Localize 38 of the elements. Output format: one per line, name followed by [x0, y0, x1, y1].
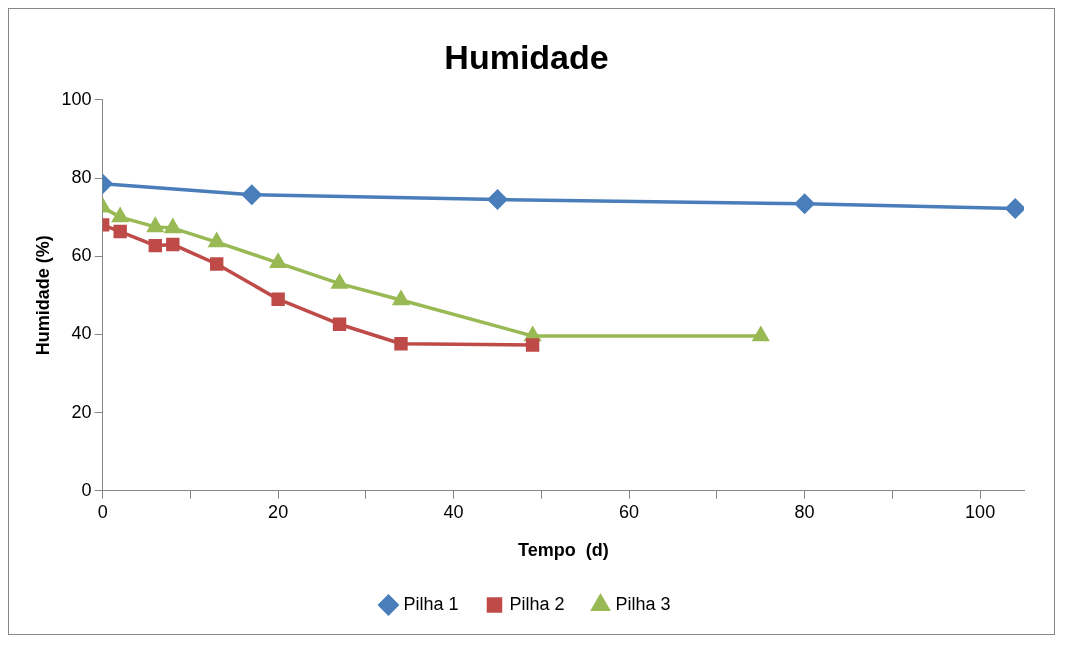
legend-label: Pilha 2: [509, 593, 565, 614]
point: [112, 208, 128, 223]
point: [487, 189, 508, 210]
legend-label: Pilha 3: [615, 593, 671, 614]
point: [331, 274, 348, 289]
y-tick-label: 20: [71, 401, 92, 422]
point: [525, 338, 540, 352]
point: [165, 219, 181, 234]
point: [332, 317, 347, 331]
point: [794, 194, 815, 214]
y-tick-label: 40: [71, 323, 92, 344]
x-tick-label: 100: [965, 501, 996, 522]
x-axis-title: Tempo (d): [517, 540, 609, 561]
point: [270, 254, 286, 269]
x-tick-label: 40: [443, 501, 464, 522]
y-tick-label: 80: [71, 166, 92, 187]
point: [147, 218, 164, 233]
legend-label: Pilha 1: [403, 593, 459, 614]
point: [1005, 198, 1024, 219]
x-tick-label: 80: [794, 501, 815, 522]
point: [166, 237, 180, 252]
point: [242, 185, 262, 205]
x-tick-label: 0: [97, 501, 108, 522]
point: [210, 257, 224, 271]
point: [393, 291, 409, 306]
y-tick-label: 100: [61, 88, 92, 109]
point: [113, 224, 127, 239]
chart-title: Humidade: [444, 37, 609, 76]
y-axis-title: Humidade (%): [32, 235, 53, 356]
point: [148, 238, 162, 253]
point: [271, 292, 285, 306]
point: [394, 337, 408, 351]
point: [752, 327, 769, 342]
y-tick-label: 60: [71, 245, 92, 266]
x-tick-label: 20: [268, 501, 289, 522]
point: [208, 233, 225, 248]
y-tick-label: 0: [81, 479, 92, 500]
x-tick-label: 60: [619, 501, 640, 522]
